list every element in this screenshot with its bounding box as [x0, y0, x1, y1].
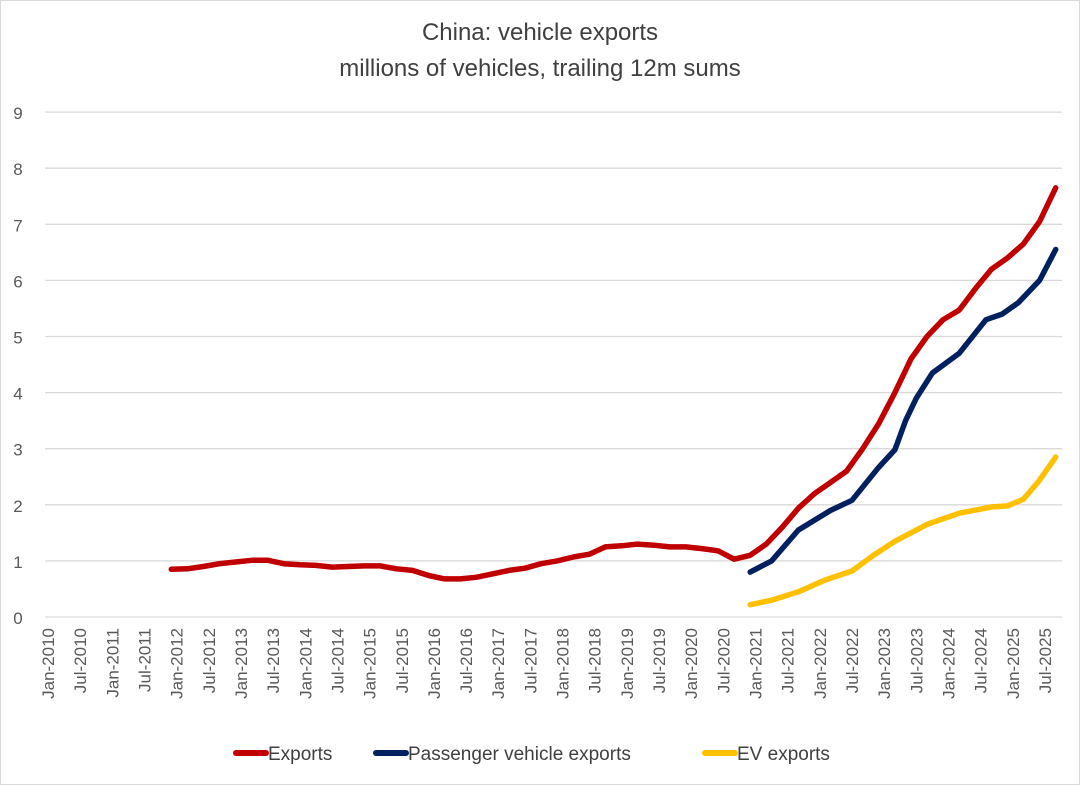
legend-label: EV exports: [737, 744, 830, 765]
y-tick-label: 6: [13, 272, 22, 291]
chart-subtitle: millions of vehicles, trailing 12m sums: [339, 55, 740, 82]
x-tick-label: Jul-2017: [521, 628, 540, 693]
series-line-exports: [168, 185, 1059, 582]
y-tick-label: 2: [13, 497, 22, 516]
x-tick-label: Jul-2020: [714, 628, 733, 693]
y-tick-label: 5: [13, 329, 22, 348]
x-tick-label: Jul-2011: [135, 628, 154, 692]
y-tick-label: 0: [13, 609, 22, 628]
series-lines: [168, 185, 1059, 608]
legend-item: Exports: [233, 744, 332, 765]
x-tick-label: Jan-2022: [811, 628, 830, 699]
series-line-ev-exports: [747, 454, 1059, 608]
y-tick-label: 8: [13, 160, 22, 179]
x-tick-label: Jan-2019: [618, 628, 637, 699]
legend: Exports Passenger vehicle exports EV expor…: [233, 744, 830, 765]
x-tick-label: Jan-2014: [296, 628, 315, 699]
legend-item: EV exports: [702, 744, 830, 765]
x-tick-label: Jul-2023: [907, 628, 926, 693]
x-tick-label: Jul-2022: [843, 628, 862, 693]
x-tick-label: Jul-2010: [71, 628, 90, 693]
x-tick-label: Jul-2024: [972, 628, 991, 693]
x-tick-label: Jan-2012: [168, 628, 187, 699]
x-tick-label: Jan-2015: [361, 628, 380, 699]
x-tick-label: Jul-2013: [264, 628, 283, 693]
x-tick-label: Jul-2019: [650, 628, 669, 693]
legend-label: Exports: [268, 744, 332, 765]
y-tick-label: 4: [13, 385, 22, 404]
x-axis-ticks: Jan-2010 Jul-2010 Jan-2011 Jul-2011 Jan-2012…: [39, 628, 1055, 699]
x-tick-label: Jan-2020: [682, 628, 701, 699]
x-tick-label: Jul-2016: [457, 628, 476, 693]
y-tick-label: 3: [13, 441, 22, 460]
x-tick-label: Jan-2013: [232, 628, 251, 699]
x-tick-label: Jan-2017: [489, 628, 508, 699]
x-tick-label: Jan-2016: [425, 628, 444, 699]
chart-title: China: vehicle exports: [422, 19, 658, 46]
x-tick-label: Jan-2025: [1004, 628, 1023, 699]
x-tick-label: Jan-2018: [554, 628, 573, 699]
x-tick-label: Jan-2010: [39, 628, 58, 699]
x-tick-label: Jan-2021: [747, 628, 766, 699]
y-axis-ticks: 0 1 2 3 4 5 6 7 8 9: [13, 104, 22, 628]
x-tick-label: Jul-2014: [328, 628, 347, 693]
y-tick-label: 9: [13, 104, 22, 123]
y-tick-label: 1: [13, 553, 22, 572]
x-tick-label: Jan-2011: [103, 628, 122, 698]
series-line-passenger-vehicle-exports: [747, 246, 1059, 575]
x-tick-label: Jul-2012: [200, 628, 219, 693]
legend-item: Passenger vehicle exports: [373, 744, 631, 765]
x-tick-label: Jul-2021: [779, 628, 798, 693]
x-tick-label: Jul-2015: [393, 628, 412, 693]
x-tick-label: Jan-2023: [875, 628, 894, 699]
y-tick-label: 7: [13, 216, 22, 235]
x-tick-label: Jul-2018: [586, 628, 605, 693]
x-tick-label: Jul-2025: [1036, 628, 1055, 693]
x-tick-label: Jan-2024: [939, 628, 958, 699]
legend-label: Passenger vehicle exports: [408, 744, 631, 765]
